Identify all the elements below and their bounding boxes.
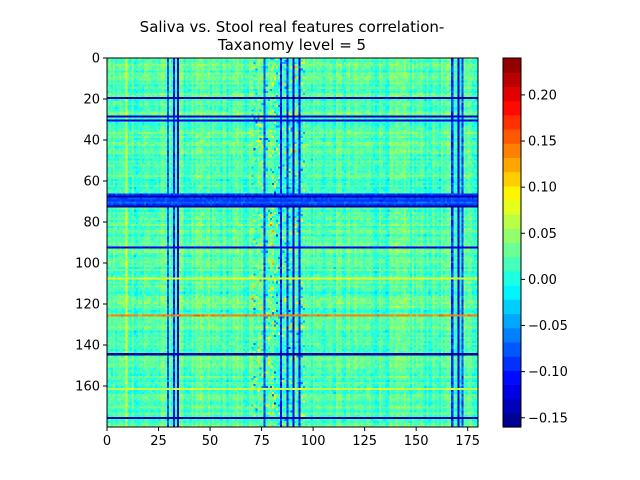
colorbar-level [503,228,521,244]
colorbar-level [503,114,521,130]
heatmap-cells [107,58,478,427]
colorbar-level [503,171,521,187]
y-tick-label: 100 [75,257,100,272]
colorbar-tick-label: 0.00 [528,273,557,288]
colorbar-level [503,370,521,386]
colorbar-level [503,72,521,87]
colorbar-level [503,214,521,229]
colorbar-level [503,256,521,272]
colorbar-tick-label: 0.05 [528,227,557,242]
colorbar-tick-label: −0.05 [528,319,568,334]
colorbar-level [503,299,521,315]
y-tick-label: 80 [83,216,100,231]
colorbar-frame [502,57,522,428]
colorbar-level [503,128,521,144]
colorbar-level [503,143,521,158]
colorbar-level [503,270,521,286]
colorbar: −0.15 −0.10 −0.05 0.00 0.05 0.10 0.15 0.20 [502,57,568,428]
x-axis: 0 25 50 75 100 125 150 175 [103,427,480,449]
y-tick-label: 160 [75,380,100,395]
x-tick-label: 75 [253,434,270,449]
heatmap-frame [106,57,479,428]
colorbar-level [503,58,521,73]
x-tick-label: 150 [404,434,429,449]
colorbar-level [503,327,521,343]
colorbar-level [503,199,521,215]
colorbar-level [503,86,521,102]
colorbar-tick-label: 0.10 [528,181,557,196]
y-tick-label: 140 [75,339,100,354]
x-tick-label: 25 [150,434,167,449]
y-tick-label: 0 [92,52,100,67]
colorbar-level [503,341,521,357]
colorbar-tick-label: −0.10 [528,365,568,380]
x-tick-label: 0 [103,434,111,449]
colorbar-level [503,100,521,116]
heatmap-plot-area [106,57,479,428]
colorbar-level [503,356,521,371]
colorbar-tick-label: 0.20 [528,88,557,103]
colorbar-level [503,412,521,428]
y-tick-label: 60 [83,175,100,190]
x-tick-label: 125 [352,434,377,449]
y-tick-label: 120 [75,298,100,313]
y-tick-label: 20 [83,93,100,108]
colorbar-level [503,242,521,258]
colorbar-tick-label: 0.15 [528,135,557,150]
colorbar-level [503,313,521,329]
chart-title-line-2: Taxanomy level = 5 [217,36,366,54]
colorbar-axis: −0.15 −0.10 −0.05 0.00 0.05 0.10 0.15 0.20 [521,88,568,426]
colorbar-color-levels [503,58,521,428]
y-axis: 0 20 40 60 80 100 120 140 160 [75,52,107,395]
x-tick-label: 50 [202,434,219,449]
x-tick-label: 175 [455,434,480,449]
y-tick-label: 40 [83,134,100,149]
colorbar-tick-label: −0.15 [528,411,568,426]
colorbar-level [503,157,521,173]
colorbar-level [503,285,521,300]
colorbar-level [503,384,521,400]
chart-title-line-1: Saliva vs. Stool real features correlati… [140,18,445,36]
colorbar-level [503,185,521,201]
x-tick-label: 100 [301,434,326,449]
colorbar-level [503,398,521,414]
